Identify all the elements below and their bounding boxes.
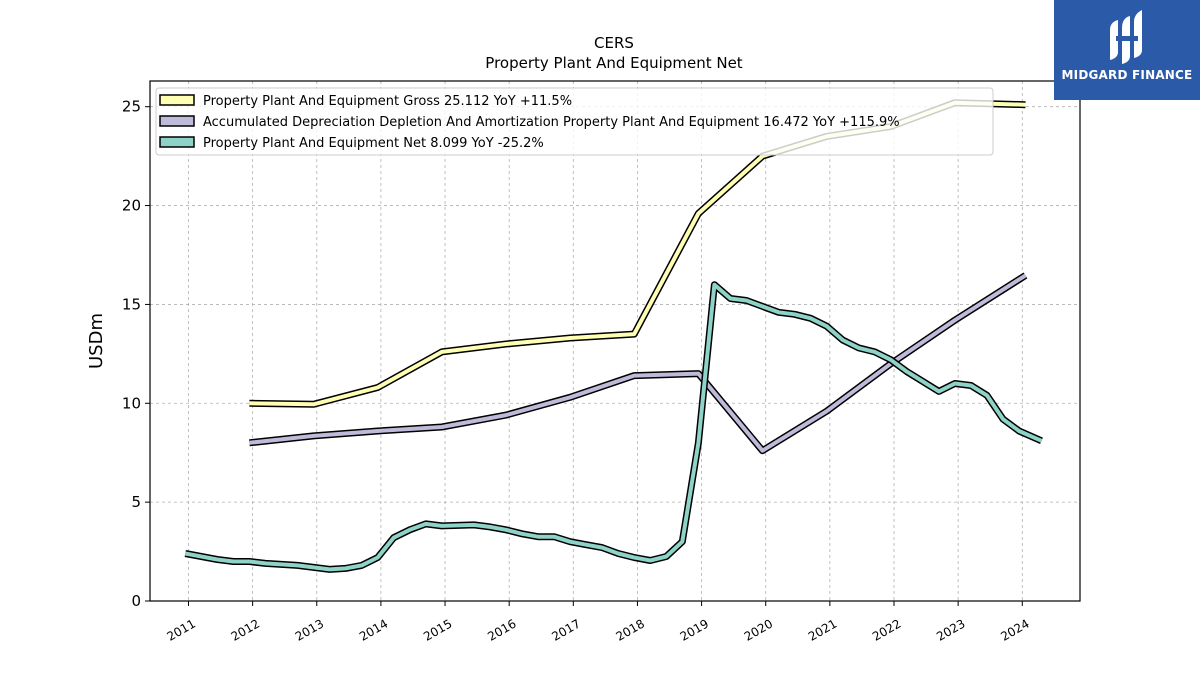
x-tick-label: 2016: [485, 616, 518, 643]
x-tick-label: 2011: [165, 616, 198, 643]
x-axis: 2011 2012 2013 2014 2015 2016 2017 2018 2019 2020…: [165, 601, 1032, 644]
legend: Property Plant And Equipment Gross 25.11…: [155, 87, 994, 156]
legend-swatch: [159, 136, 195, 148]
x-tick-label: 2013: [293, 616, 326, 643]
plot-frame: [149, 80, 1081, 602]
midgard-logo-icon: [1110, 10, 1142, 64]
y-tick-label: 20: [122, 197, 141, 215]
y-axis-label: USDm: [86, 313, 107, 369]
x-tick-label: 2014: [357, 616, 390, 643]
x-tick-label: 2012: [229, 616, 262, 643]
y-tick-label: 25: [122, 98, 141, 116]
x-tick-label: 2015: [421, 616, 454, 643]
legend-box: [155, 87, 994, 156]
series-outline-2: [184, 281, 1043, 573]
chart-title: CERS: [594, 34, 634, 52]
x-tick-label: 2022: [870, 616, 903, 643]
legend-swatch: [159, 94, 195, 106]
legend-swatch: [159, 115, 195, 127]
x-tick-label: 2020: [742, 616, 775, 643]
x-tick-label: 2023: [934, 616, 967, 643]
x-tick-label: 2017: [549, 616, 582, 643]
x-tick-label: 2019: [678, 616, 711, 643]
y-tick-label: 5: [131, 493, 141, 511]
x-tick-label: 2018: [613, 616, 646, 643]
brand-name: MIDGARD FINANCE: [1061, 68, 1193, 82]
series-line-2: [184, 282, 1043, 572]
y-tick-label: 15: [122, 295, 141, 313]
legend-label: Property Plant And Equipment Gross 25.11…: [203, 94, 572, 109]
y-tick-label: 10: [122, 394, 141, 412]
y-tick-label: 0: [131, 592, 141, 610]
chart-subtitle: Property Plant And Equipment Net: [485, 54, 742, 72]
brand-logo: MIDGARD FINANCE: [1054, 0, 1200, 100]
legend-label: Accumulated Depreciation Depletion And A…: [203, 115, 900, 130]
x-tick-label: 2024: [998, 616, 1031, 643]
x-tick-label: 2021: [806, 616, 839, 643]
grid: [150, 81, 1080, 602]
y-axis: 0 5 10 15 20 25: [122, 98, 150, 610]
legend-label: Property Plant And Equipment Net 8.099 Y…: [203, 136, 544, 151]
series-layer: [184, 99, 1043, 573]
